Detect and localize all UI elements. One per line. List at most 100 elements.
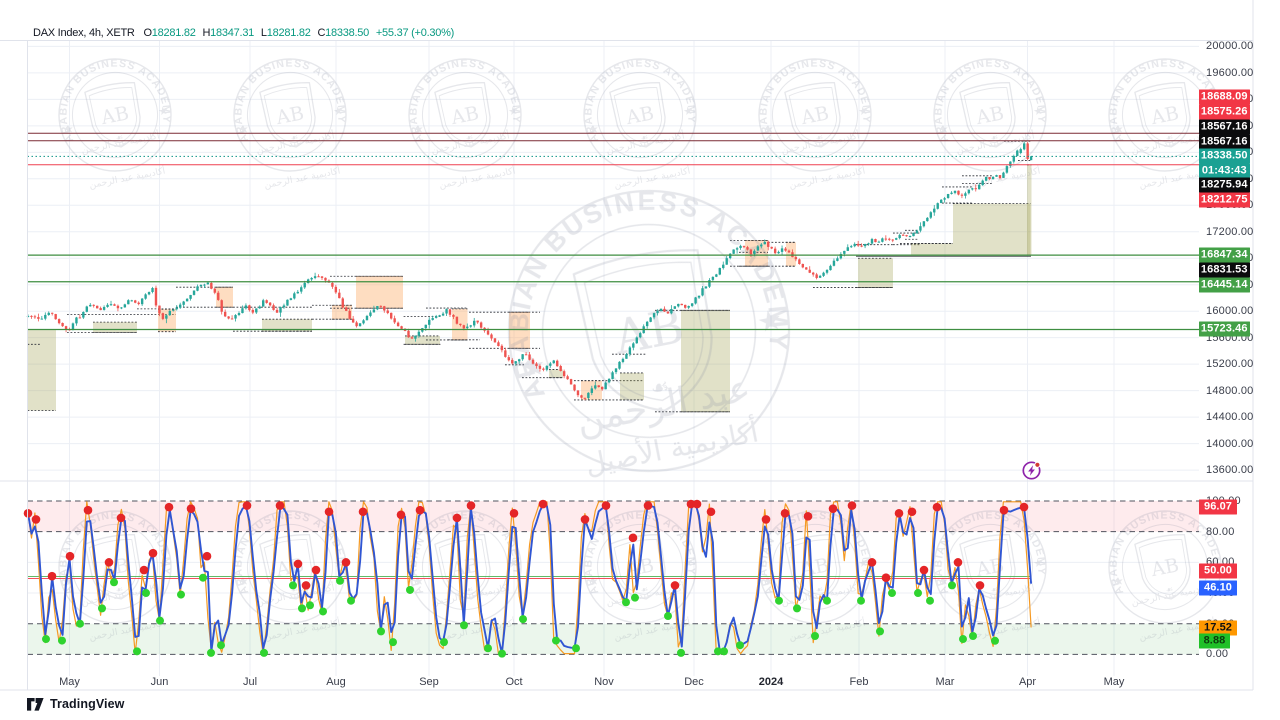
svg-text:★: ★ xyxy=(938,123,950,137)
svg-text:☙: ☙ xyxy=(465,132,474,143)
svg-text:AB: AB xyxy=(1148,102,1180,129)
svg-text:★: ★ xyxy=(238,575,250,589)
svg-text:★: ★ xyxy=(588,575,600,589)
svg-text:★: ★ xyxy=(238,123,250,137)
time-tick-label: Feb xyxy=(849,675,869,688)
svg-text:☙: ☙ xyxy=(649,375,672,401)
time-tick-label: Nov xyxy=(594,675,614,688)
svg-text:AB: AB xyxy=(973,102,1005,129)
symbol-title: DAX Index, 4h, XETR xyxy=(33,27,135,39)
price-tick-label: 14800.00 xyxy=(1206,384,1254,397)
price-badge: 18688.09 xyxy=(1199,89,1250,104)
time-tick-label: 2024 xyxy=(758,675,784,688)
price-badge: 96.07 xyxy=(1199,499,1237,515)
candles-layer xyxy=(26,141,1033,401)
price-badge: 15723.46 xyxy=(1199,321,1250,337)
price-tick-label: 20000.00 xyxy=(1206,40,1254,53)
price-tick-label: 17200.00 xyxy=(1206,225,1254,238)
svg-text:AB: AB xyxy=(1148,554,1180,581)
ohlc-open: O18281.82 xyxy=(143,27,196,39)
price-badge: 18575.26 xyxy=(1199,104,1250,119)
svg-text:☙: ☙ xyxy=(290,584,299,595)
svg-text:★: ★ xyxy=(63,575,75,589)
price-badge: 18567.16 xyxy=(1199,119,1250,134)
svg-text:☙: ☙ xyxy=(465,584,474,595)
svg-text:★: ★ xyxy=(588,123,600,137)
price-tick-label: 13600.00 xyxy=(1206,464,1254,477)
time-tick-label: Sep xyxy=(419,675,439,688)
svg-text:★: ★ xyxy=(1032,557,1044,571)
watermark-stamp: ARABIAN BUSINESS ACADEMY★★AB☙أكاديمية عب… xyxy=(222,48,350,191)
price-tick-label: 15200.00 xyxy=(1206,358,1254,371)
watermark-stamp-large: ARABIAN BUSINESS ACADEMY★★AB☙عبد الرحمنأ… xyxy=(478,161,801,481)
tradingview-attribution[interactable]: TradingView xyxy=(27,697,125,711)
price-badge: 18567.16 xyxy=(1199,134,1250,149)
time-tick-label: May xyxy=(59,675,80,688)
svg-text:☙: ☙ xyxy=(115,132,124,143)
svg-text:☙: ☙ xyxy=(115,584,124,595)
price-badge: 46.10 xyxy=(1199,580,1237,595)
svg-text:★: ★ xyxy=(763,123,775,137)
svg-text:AB: AB xyxy=(609,299,689,366)
time-tick-label: Apr xyxy=(1018,675,1037,688)
price-badge: 50.00 xyxy=(1199,563,1237,578)
svg-text:☙: ☙ xyxy=(815,584,824,595)
svg-text:★: ★ xyxy=(332,105,344,119)
time-tick-label: Dec xyxy=(684,675,704,688)
frame-layer xyxy=(0,0,1254,691)
time-tick-label: Jul xyxy=(242,675,258,688)
svg-text:★: ★ xyxy=(157,105,169,119)
svg-text:★: ★ xyxy=(1032,105,1044,119)
svg-text:☙: ☙ xyxy=(1165,132,1174,143)
price-badge: 16847.34 xyxy=(1199,247,1250,262)
svg-text:AB: AB xyxy=(798,102,830,129)
svg-text:AB: AB xyxy=(448,102,480,129)
signal-lightning-icon[interactable] xyxy=(1022,461,1041,480)
price-badge: 16445.14 xyxy=(1199,277,1250,293)
svg-text:☙: ☙ xyxy=(990,132,999,143)
svg-text:☙: ☙ xyxy=(990,584,999,595)
symbol-legend[interactable]: DAX Index, 4h, XETR O18281.82 H18347.31 … xyxy=(33,27,454,40)
svg-text:☙: ☙ xyxy=(815,132,824,143)
time-tick-label: Oct xyxy=(505,675,523,688)
svg-text:☙: ☙ xyxy=(290,132,299,143)
tradingview-logo-icon xyxy=(27,697,44,711)
svg-text:AB: AB xyxy=(623,102,655,129)
oscillator-tick-label: 0.00 xyxy=(1206,648,1229,661)
price-tick-label: 16000.00 xyxy=(1206,305,1254,318)
watermark-stamp: ARABIAN BUSINESS ACADEMY★★AB☙أكاديمية عب… xyxy=(747,48,875,191)
svg-text:★: ★ xyxy=(1113,123,1125,137)
price-badge: 18212.75 xyxy=(1199,192,1250,208)
watermark-stamp: ARABIAN BUSINESS ACADEMY★★AB☙أكاديمية عب… xyxy=(47,48,175,191)
svg-text:☙: ☙ xyxy=(640,584,649,595)
svg-text:☙: ☙ xyxy=(1165,584,1174,595)
time-tick-label: Mar xyxy=(935,675,955,688)
svg-text:★: ★ xyxy=(682,105,694,119)
time-tick-label: May xyxy=(1103,675,1125,688)
oscillator-zones-layer xyxy=(27,501,1199,655)
svg-text:★: ★ xyxy=(1113,575,1125,589)
time-tick-label: Aug xyxy=(326,675,346,688)
svg-text:★: ★ xyxy=(507,105,519,119)
svg-text:★: ★ xyxy=(413,575,425,589)
svg-text:★: ★ xyxy=(857,557,869,571)
price-badge: 18338.50 xyxy=(1199,148,1250,164)
price-badge: 17.52 xyxy=(1199,620,1237,635)
price-levels-layer xyxy=(27,132,1199,331)
svg-text:★: ★ xyxy=(63,123,75,137)
time-tick-label: Jun xyxy=(150,675,169,688)
price-tick-label: 19600.00 xyxy=(1206,66,1254,79)
tradingview-attribution-label: TradingView xyxy=(50,697,125,711)
svg-text:★: ★ xyxy=(413,123,425,137)
svg-text:★: ★ xyxy=(857,105,869,119)
price-badge: 01:43:43 xyxy=(1199,163,1250,179)
svg-text:AB: AB xyxy=(98,102,130,129)
price-badge: 8.88 xyxy=(1199,633,1230,649)
change-value: +55.37 (+0.30%) xyxy=(375,27,455,39)
oscillator-tick-label: 80.00 xyxy=(1206,525,1235,538)
oscillator-layer xyxy=(23,499,1199,658)
watermark-stamp: ARABIAN BUSINESS ACADEMY★★AB☙أكاديمية عب… xyxy=(922,48,1050,191)
price-badge: 16831.53 xyxy=(1199,262,1250,277)
